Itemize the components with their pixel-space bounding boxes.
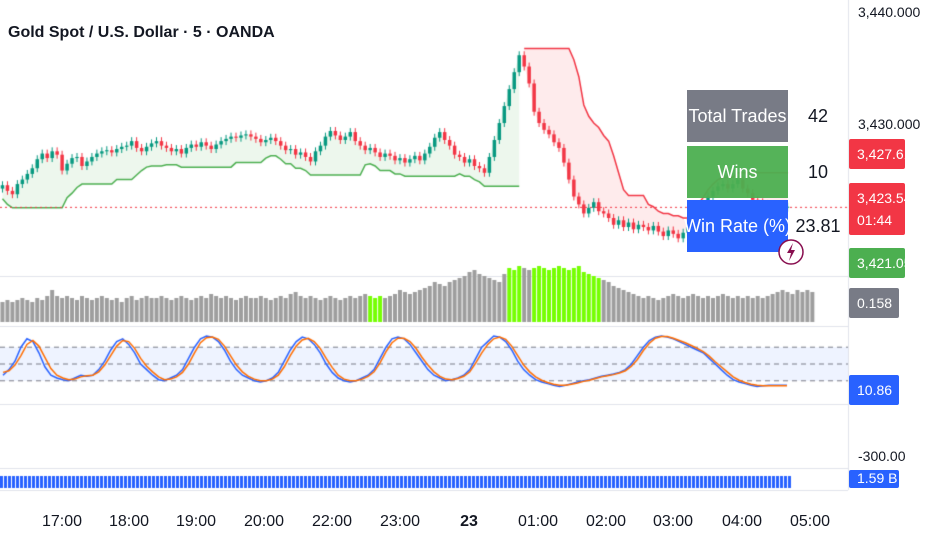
- time-label: 17:00: [41, 513, 83, 530]
- chart-title: Gold Spot / U.S. Dollar · 5 · OANDA: [8, 24, 275, 41]
- last-price-value: 3,423.540: [857, 190, 920, 206]
- lightning-icon[interactable]: [777, 230, 807, 270]
- price-axis-label-top: 3,440.000: [858, 4, 921, 20]
- time-label: 04:00: [721, 513, 763, 530]
- time-label: 23:00: [379, 513, 421, 530]
- price-badge-high: 3,427.615: [849, 139, 919, 169]
- stoch-badge: 10.86: [849, 375, 899, 405]
- price-badge-low: 3,421.056: [849, 248, 919, 278]
- time-label: 19:00: [175, 513, 217, 530]
- time-label: 18:00: [108, 513, 150, 530]
- time-label: 02:00: [585, 513, 627, 530]
- win-rate-label: Win Rate (%): [684, 200, 791, 252]
- volume-badge: 0.158: [849, 288, 899, 318]
- time-label: 22:00: [311, 513, 353, 530]
- wins-label: Wins: [687, 146, 788, 198]
- time-label: 01:00: [517, 513, 559, 530]
- price-axis-label-mid: 3,430.000: [858, 116, 921, 132]
- wins-value: 10: [807, 162, 829, 182]
- time-label: 05:00: [789, 513, 831, 530]
- total-trades-label: Total Trades: [687, 90, 788, 142]
- time-label: 03:00: [652, 513, 694, 530]
- day-label: 23: [460, 513, 478, 530]
- total-trades-value: 42: [807, 106, 829, 126]
- bottom-volume-badge: 1.59 B: [849, 470, 899, 488]
- oscillator-axis-label: -300.00: [858, 448, 906, 464]
- time-label: 20:00: [243, 513, 285, 530]
- bar-countdown: 01:44: [857, 212, 893, 228]
- last-price-badge: 3,423.540 01:44: [849, 183, 920, 235]
- win-rate-value: 23.81: [795, 216, 841, 236]
